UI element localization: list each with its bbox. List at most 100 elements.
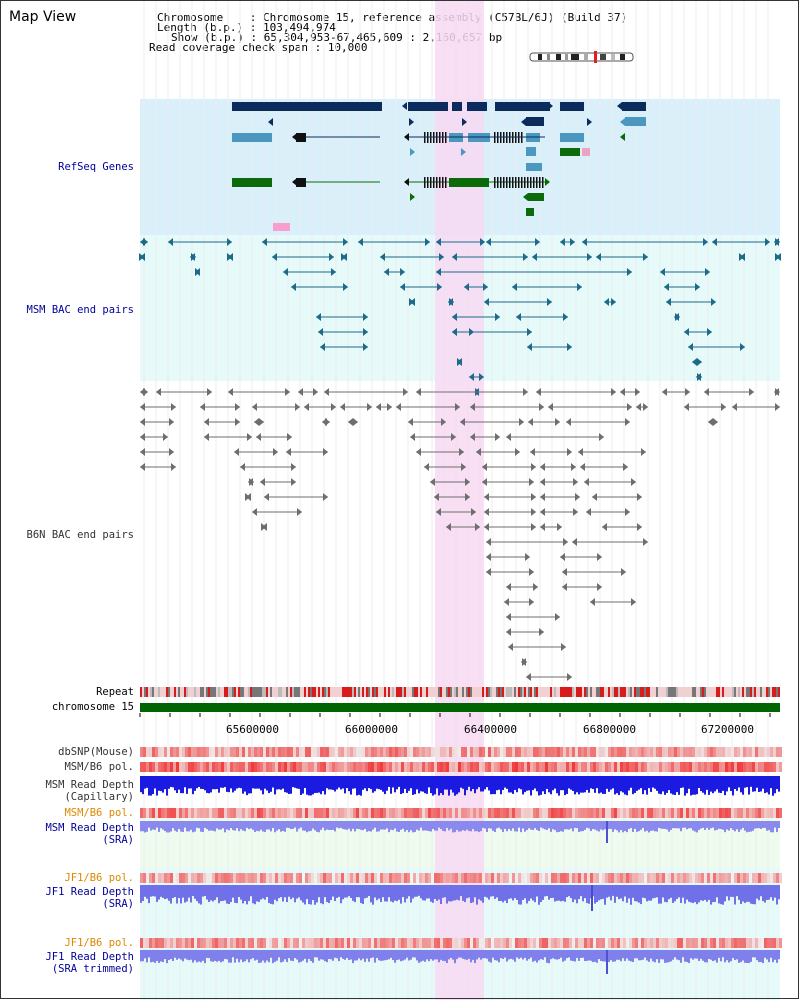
msm-b6-pol-heat-cell bbox=[602, 762, 605, 772]
msm-sra-depth-bar bbox=[240, 821, 242, 830]
repeat-segment bbox=[326, 687, 328, 697]
repeat-segment bbox=[362, 687, 364, 697]
jf1-trimmed-depth-bar bbox=[758, 950, 760, 963]
jf1-trimmed-depth-bar bbox=[428, 950, 430, 962]
msm-b6-pol-heat-cell bbox=[347, 808, 350, 818]
repeat-segment bbox=[400, 687, 402, 697]
msm-capillary-depth-bar bbox=[624, 776, 626, 795]
bac-end-marker bbox=[469, 373, 474, 381]
refseq-gene-models[interactable] bbox=[232, 102, 646, 231]
gene-strand-arrow bbox=[268, 118, 273, 126]
msm-capillary-depth-bar bbox=[698, 776, 700, 788]
jf1-b6-pol-heat-cell bbox=[257, 938, 260, 948]
msm-capillary-depth-bar bbox=[218, 776, 220, 793]
jf1-b6-pol-heat-cell bbox=[197, 873, 200, 883]
jf1-b6-pol-heat-cell bbox=[221, 873, 224, 883]
msm-b6-pol-heat-cell bbox=[710, 808, 713, 818]
jf1-b6-pol-heat-cell bbox=[383, 873, 386, 883]
bac-end-marker bbox=[567, 343, 572, 351]
bac-end-marker bbox=[291, 283, 296, 291]
jf1-b6-pol-heat-cell bbox=[500, 873, 503, 883]
jf1-b6-pol-heat-cell bbox=[602, 938, 605, 948]
jf1-b6-pol-heat-cell bbox=[380, 938, 383, 948]
chromosome-bar[interactable] bbox=[140, 703, 780, 712]
msm-b6-pol-heat-cell bbox=[338, 808, 341, 818]
msm-b6-pol-heat-cell bbox=[560, 762, 563, 772]
msm-sra-depth-bar bbox=[634, 821, 636, 829]
jf1-trimmed-depth-bar bbox=[530, 950, 532, 958]
jf1-b6-pol-heat-cell bbox=[452, 873, 455, 883]
msm-b6-pol-heat-cell bbox=[152, 808, 155, 818]
repeat-segment bbox=[630, 687, 632, 697]
repeat-segment bbox=[478, 687, 480, 697]
msm-sra-depth-bar bbox=[252, 821, 254, 830]
chromosome-ideogram[interactable] bbox=[529, 51, 634, 63]
msm-bac-end-pairs[interactable] bbox=[139, 238, 781, 396]
msm-b6-pol-heat-cell bbox=[494, 762, 497, 772]
jf1-b6-pol-heat-cell bbox=[263, 938, 266, 948]
msm-capillary-depth-bar bbox=[312, 776, 314, 795]
msm-depth-capillary-label: MSM Read Depth (Capillary) bbox=[45, 779, 134, 803]
msm-b6-pol-heat-cell bbox=[623, 762, 626, 772]
msm-capillary-depth-bar bbox=[384, 776, 386, 795]
msm-sra-depth-bar bbox=[254, 821, 256, 833]
msm-sra-depth-bar bbox=[704, 821, 706, 830]
jf1-trimmed-depth-bar bbox=[320, 950, 322, 960]
b6n-bac-end-pairs[interactable] bbox=[140, 388, 780, 681]
refseq-genes-label[interactable]: RefSeq Genes bbox=[58, 161, 134, 173]
dbsnp-heat-cell bbox=[296, 747, 299, 757]
msm-capillary-depth-bar bbox=[320, 776, 322, 795]
jf1-trimmed-depth-bar bbox=[712, 950, 714, 962]
jf1-b6-pol-heat-cell bbox=[467, 938, 470, 948]
msm-capillary-depth-bar bbox=[478, 776, 480, 788]
b6n-bac-label[interactable]: B6N BAC end pairs bbox=[26, 529, 134, 541]
msm-b6-pol-heat-cell bbox=[614, 808, 617, 818]
jf1-trimmed-depth-bar bbox=[714, 950, 716, 961]
jf1-b6-pol-heat-cell bbox=[632, 873, 635, 883]
jf1-trimmed-depth-bar bbox=[476, 950, 478, 960]
jf1-trimmed-depth-bar bbox=[406, 950, 408, 958]
msm-b6-pol-heat-cell bbox=[359, 808, 362, 818]
jf1-b6-pol-heat-cell bbox=[341, 873, 344, 883]
msm-bac-label[interactable]: MSM BAC end pairs bbox=[26, 304, 134, 316]
msm-capillary-depth-bar bbox=[552, 776, 554, 791]
jf1-sra-depth-bar bbox=[258, 885, 260, 902]
repeat-segment bbox=[748, 687, 750, 697]
msm-capillary-depth-bar bbox=[496, 776, 498, 791]
repeat-segment bbox=[226, 687, 228, 697]
msm-sra-depth-bar bbox=[286, 821, 288, 828]
repeat-segment bbox=[564, 687, 566, 697]
jf1-trimmed-depth-bar bbox=[310, 950, 312, 962]
msm-b6-pol-heat-cell bbox=[143, 808, 146, 818]
jf1-b6-pol-heat-cell bbox=[635, 938, 638, 948]
jf1-sra-depth-bar bbox=[582, 885, 584, 902]
bac-end-marker bbox=[480, 238, 485, 246]
msm-capillary-depth-bar bbox=[326, 776, 328, 789]
msm-sra-depth-bar bbox=[344, 821, 346, 830]
msm-sra-depth-bar bbox=[392, 821, 394, 831]
jf1-trimmed-depth-bar bbox=[368, 950, 370, 962]
jf1-b6-pol-heat-cell bbox=[185, 938, 188, 948]
msm-b6-pol-heat-cell bbox=[527, 808, 530, 818]
bac-end-marker bbox=[557, 523, 562, 531]
dbsnp-heat-cell bbox=[506, 747, 509, 757]
dbsnp-heat-cell bbox=[608, 747, 611, 757]
jf1-sra-depth-bar bbox=[756, 885, 758, 899]
msm-capillary-depth-bar bbox=[214, 776, 216, 790]
msm-capillary-depth-bar bbox=[272, 776, 274, 788]
jf1-b6-pol-heat-cell bbox=[623, 938, 626, 948]
msm-b6-pol-heat-cell bbox=[638, 762, 641, 772]
jf1-b6-pol-heat-cell bbox=[278, 873, 281, 883]
msm-capillary-depth-bar bbox=[536, 776, 538, 792]
msm-capillary-depth-bar bbox=[266, 776, 268, 791]
bac-end-marker bbox=[486, 568, 491, 576]
msm-b6-pol-heat-cell bbox=[167, 762, 170, 772]
msm-sra-depth-bar bbox=[182, 821, 184, 833]
repeat-segment bbox=[628, 687, 630, 697]
msm-sra-depth-bar bbox=[162, 821, 164, 830]
bac-end-marker bbox=[272, 253, 277, 261]
msm-sra-depth-bar bbox=[166, 821, 168, 833]
selection-highlight[interactable] bbox=[435, 0, 484, 1000]
dbsnp-heat-cell bbox=[776, 747, 779, 757]
